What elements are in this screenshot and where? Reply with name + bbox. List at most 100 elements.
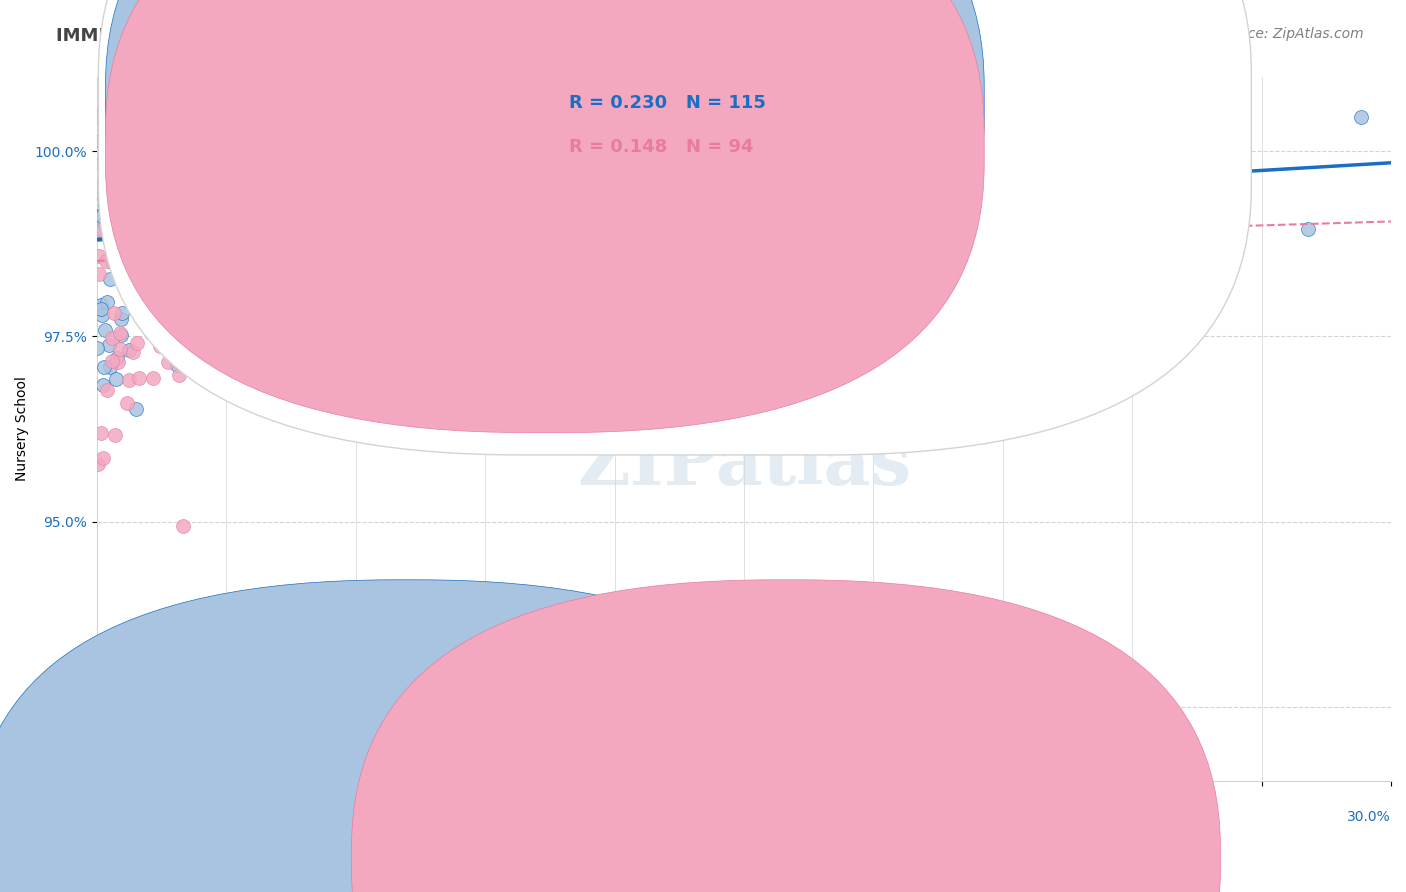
Immigrants from Bolivia	[167, 368, 190, 382]
Immigrants from Trinidad and Tobago	[651, 152, 673, 166]
Immigrants from Trinidad and Tobago	[98, 338, 121, 352]
Immigrants from Trinidad and Tobago	[122, 246, 145, 260]
Immigrants from Bolivia	[159, 228, 181, 243]
Immigrants from Bolivia	[122, 224, 145, 238]
Immigrants from Bolivia	[136, 151, 159, 165]
Immigrants from Trinidad and Tobago	[115, 239, 138, 253]
Immigrants from Bolivia	[172, 107, 194, 121]
Immigrants from Trinidad and Tobago	[200, 178, 222, 193]
Immigrants from Trinidad and Tobago	[195, 167, 218, 181]
Immigrants from Trinidad and Tobago	[651, 188, 673, 202]
Immigrants from Trinidad and Tobago	[98, 272, 121, 286]
Immigrants from Trinidad and Tobago	[129, 282, 152, 296]
Y-axis label: Nursery School: Nursery School	[15, 376, 30, 482]
Immigrants from Trinidad and Tobago	[752, 195, 775, 210]
Immigrants from Bolivia	[156, 355, 179, 369]
Immigrants from Trinidad and Tobago	[108, 197, 131, 211]
Immigrants from Bolivia	[169, 286, 191, 301]
Immigrants from Trinidad and Tobago	[110, 327, 132, 342]
Immigrants from Bolivia	[188, 278, 211, 293]
Immigrants from Trinidad and Tobago	[132, 107, 155, 121]
Immigrants from Trinidad and Tobago	[110, 264, 132, 278]
Immigrants from Trinidad and Tobago	[1296, 222, 1319, 236]
Immigrants from Trinidad and Tobago	[111, 306, 134, 320]
Immigrants from Trinidad and Tobago	[981, 116, 1004, 130]
Immigrants from Trinidad and Tobago	[215, 252, 238, 267]
Immigrants from Bolivia	[98, 117, 121, 131]
Immigrants from Bolivia	[91, 223, 114, 237]
Immigrants from Bolivia	[142, 370, 165, 384]
Immigrants from Bolivia	[127, 131, 149, 145]
Immigrants from Bolivia	[148, 339, 170, 353]
Immigrants from Bolivia	[132, 180, 155, 194]
Immigrants from Trinidad and Tobago	[114, 147, 136, 161]
Immigrants from Trinidad and Tobago	[96, 219, 118, 234]
Immigrants from Trinidad and Tobago	[190, 205, 212, 219]
Immigrants from Trinidad and Tobago	[110, 109, 132, 123]
Immigrants from Trinidad and Tobago	[90, 134, 112, 148]
Immigrants from Bolivia	[153, 217, 176, 231]
Immigrants from Trinidad and Tobago	[90, 209, 112, 223]
Immigrants from Bolivia	[104, 428, 127, 442]
Immigrants from Trinidad and Tobago	[165, 315, 187, 329]
Immigrants from Trinidad and Tobago	[117, 152, 139, 166]
Immigrants from Trinidad and Tobago	[118, 343, 141, 357]
Immigrants from Bolivia	[127, 170, 149, 185]
Immigrants from Trinidad and Tobago	[108, 211, 131, 225]
Immigrants from Bolivia	[415, 128, 437, 142]
Immigrants from Trinidad and Tobago	[93, 359, 115, 374]
Immigrants from Bolivia	[1017, 171, 1039, 186]
Immigrants from Trinidad and Tobago	[155, 187, 177, 202]
Immigrants from Bolivia	[138, 302, 160, 317]
Immigrants from Trinidad and Tobago	[86, 342, 108, 356]
Immigrants from Trinidad and Tobago	[89, 209, 111, 223]
Immigrants from Trinidad and Tobago	[465, 180, 488, 194]
Immigrants from Bolivia	[103, 107, 125, 121]
Immigrants from Bolivia	[176, 107, 198, 121]
Immigrants from Trinidad and Tobago	[111, 255, 134, 269]
Immigrants from Trinidad and Tobago	[316, 198, 339, 212]
Immigrants from Bolivia	[87, 267, 110, 281]
Text: IMMIGRANTS FROM TRINIDAD AND TOBAGO VS IMMIGRANTS FROM BOLIVIA NURSERY SCHOOL CO: IMMIGRANTS FROM TRINIDAD AND TOBAGO VS I…	[56, 27, 1234, 45]
Immigrants from Trinidad and Tobago	[201, 224, 224, 238]
Immigrants from Trinidad and Tobago	[214, 150, 236, 164]
Immigrants from Bolivia	[554, 107, 576, 121]
Immigrants from Bolivia	[87, 180, 110, 194]
Immigrants from Bolivia	[141, 326, 163, 341]
Immigrants from Bolivia	[124, 289, 146, 303]
Text: 0.0%: 0.0%	[97, 810, 132, 824]
Immigrants from Trinidad and Tobago	[1350, 111, 1372, 125]
Immigrants from Bolivia	[90, 155, 112, 169]
Immigrants from Trinidad and Tobago	[100, 218, 122, 232]
Immigrants from Trinidad and Tobago	[97, 148, 120, 162]
Immigrants from Trinidad and Tobago	[105, 371, 128, 385]
Immigrants from Trinidad and Tobago	[479, 155, 502, 169]
Immigrants from Trinidad and Tobago	[91, 377, 114, 392]
Immigrants from Bolivia	[645, 280, 668, 294]
Immigrants from Bolivia	[356, 260, 378, 275]
Immigrants from Trinidad and Tobago	[149, 249, 172, 263]
Immigrants from Trinidad and Tobago	[333, 136, 356, 150]
Immigrants from Bolivia	[1010, 305, 1032, 319]
Immigrants from Trinidad and Tobago	[186, 228, 208, 243]
Immigrants from Bolivia	[156, 310, 179, 325]
Immigrants from Trinidad and Tobago	[183, 255, 205, 269]
Immigrants from Bolivia	[246, 198, 269, 212]
Immigrants from Bolivia	[86, 457, 108, 471]
Immigrants from Bolivia	[512, 166, 534, 180]
Immigrants from Trinidad and Tobago	[312, 191, 335, 205]
Immigrants from Trinidad and Tobago	[105, 351, 128, 365]
Immigrants from Bolivia	[803, 214, 825, 228]
Immigrants from Bolivia	[233, 257, 256, 271]
Immigrants from Trinidad and Tobago	[149, 107, 172, 121]
Immigrants from Bolivia	[96, 383, 118, 397]
Immigrants from Trinidad and Tobago	[226, 221, 249, 235]
Immigrants from Trinidad and Tobago	[97, 226, 120, 240]
Immigrants from Bolivia	[91, 451, 114, 466]
Immigrants from Bolivia	[162, 288, 184, 302]
Immigrants from Bolivia	[212, 178, 235, 192]
Immigrants from Bolivia	[108, 326, 131, 340]
Immigrants from Bolivia	[94, 253, 117, 268]
Immigrants from Trinidad and Tobago	[193, 306, 215, 320]
Immigrants from Trinidad and Tobago	[98, 360, 121, 375]
